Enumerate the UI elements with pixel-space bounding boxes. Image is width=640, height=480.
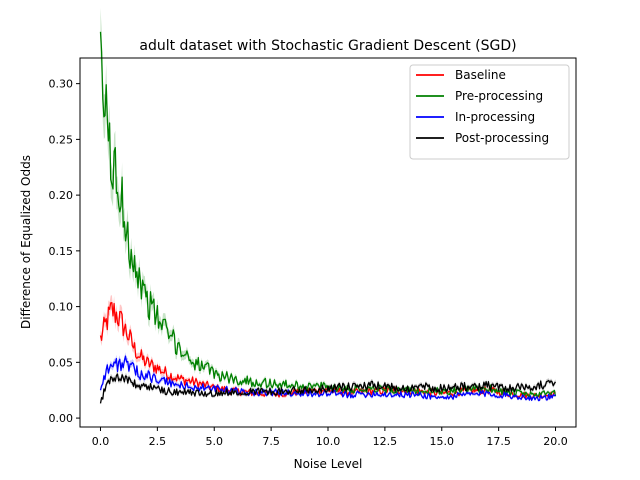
- series-line-in-processing: [99, 355, 556, 402]
- y-axis-label: Difference of Equalized Odds: [19, 155, 33, 329]
- x-tick-label: 2.5: [149, 435, 167, 448]
- y-tick-label: 0.00: [49, 412, 74, 425]
- x-tick-label: 10.0: [316, 435, 341, 448]
- x-tick-label: 5.0: [205, 435, 223, 448]
- series-line-post-processing: [99, 373, 557, 404]
- x-tick-label: 7.5: [262, 435, 280, 448]
- y-tick-label: 0.30: [49, 78, 74, 91]
- y-tick-label: 0.15: [49, 245, 74, 258]
- legend-box: [409, 64, 570, 160]
- x-tick-label: 12.5: [373, 435, 398, 448]
- y-tick-label: 0.20: [49, 189, 74, 202]
- x-tick-label: 20.0: [543, 435, 568, 448]
- y-tick-label: 0.05: [49, 356, 74, 369]
- legend-label: Post-processing: [455, 131, 549, 145]
- y-axis: 0.00 0.05 0.10 0.15 0.20 0.25 0.30: [49, 78, 80, 425]
- y-tick-label: 0.25: [49, 133, 74, 146]
- legend: Baseline Pre-processing In-processing Post-…: [409, 64, 570, 160]
- x-tick-label: 17.5: [486, 435, 511, 448]
- x-axis: 0.0 2.5 5.0 7.5 10.0 12.5 15.0 17.5 20.0: [92, 427, 568, 448]
- chart-title: adult dataset with Stochastic Gradient D…: [139, 38, 516, 54]
- legend-label: In-processing: [455, 110, 535, 124]
- legend-label: Baseline: [455, 68, 506, 82]
- x-axis-label: Noise Level: [294, 457, 363, 471]
- series-line-pre-processing: [99, 31, 557, 398]
- legend-label: Pre-processing: [455, 89, 543, 103]
- x-tick-label: 0.0: [92, 435, 110, 448]
- y-tick-label: 0.10: [49, 301, 74, 314]
- series-layer: [99, 7, 557, 405]
- x-tick-label: 15.0: [430, 435, 455, 448]
